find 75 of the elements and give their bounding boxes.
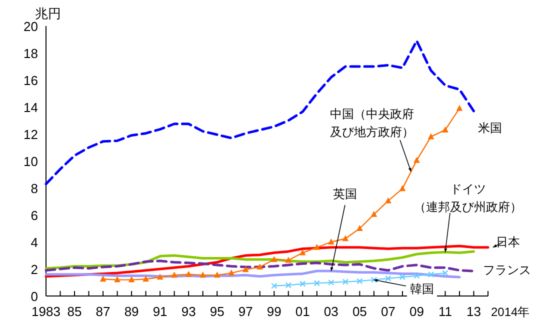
series-label: 韓国	[410, 282, 434, 296]
point	[328, 238, 334, 244]
x-tick-label: 09	[409, 304, 424, 319]
x-tick-label: 95	[210, 304, 224, 319]
x-tick-label: 11	[438, 304, 452, 319]
y-tick-label: 2	[30, 262, 38, 277]
point	[300, 280, 306, 287]
text: 英国	[333, 187, 357, 201]
y-tick-label: 14	[24, 100, 38, 115]
x-tick-label: 05	[352, 304, 367, 319]
y-tick-label: 0	[30, 289, 38, 304]
series-label: 米国	[478, 121, 502, 135]
point	[299, 249, 306, 256]
point	[399, 274, 406, 280]
point	[114, 276, 120, 282]
x-axis-title: 2014年	[491, 305, 530, 319]
point	[171, 272, 178, 278]
x-tick-label: 89	[124, 304, 139, 319]
x-tick-label: 01	[295, 304, 310, 319]
y-tick-label: 20	[24, 19, 38, 34]
point	[370, 210, 378, 217]
y-tick-label: 12	[24, 127, 38, 142]
point	[200, 272, 206, 278]
x-tick-label: 03	[324, 304, 338, 319]
y-tick-label: 10	[24, 154, 38, 169]
y-tick-label: 6	[30, 208, 38, 223]
point	[384, 197, 392, 204]
x-tick-label: 07	[380, 304, 396, 319]
y-tick-label: 18	[24, 46, 38, 61]
point	[414, 156, 420, 163]
point	[285, 282, 292, 288]
x-tick-label: 87	[96, 304, 110, 319]
point	[128, 276, 135, 282]
point	[185, 270, 192, 277]
point	[142, 276, 150, 282]
point	[456, 104, 463, 111]
point	[285, 256, 292, 263]
y-tick-label: 4	[30, 235, 38, 250]
point	[228, 270, 235, 276]
x-tick-label: 93	[181, 304, 196, 319]
point	[100, 276, 106, 282]
point	[314, 280, 320, 286]
point	[156, 274, 164, 280]
series-label: 中国（中央政府及び地方政府）	[330, 107, 414, 139]
x-tick-label: 85	[67, 304, 82, 319]
point	[328, 279, 334, 286]
point	[356, 225, 363, 231]
point	[256, 263, 264, 270]
point	[342, 235, 349, 242]
x-tick-label: 13	[466, 304, 481, 319]
point	[428, 133, 434, 140]
point	[428, 271, 434, 278]
point	[242, 266, 249, 272]
x-tick-label: 97	[238, 304, 253, 319]
point	[270, 256, 278, 262]
series-label: 日本	[496, 235, 520, 249]
text: ドイツ（連邦及び州政府）	[414, 182, 522, 214]
y-axis-title: 兆円	[35, 6, 61, 21]
series-label: フランス	[483, 263, 531, 277]
point	[370, 276, 378, 283]
x-tick-label: 99	[266, 304, 282, 319]
point	[271, 282, 278, 289]
point	[314, 244, 320, 250]
x-tick-label: 91	[152, 304, 168, 319]
y-tick-label: 8	[30, 181, 38, 196]
point	[442, 270, 448, 276]
point	[356, 278, 363, 284]
point	[214, 272, 220, 278]
y-tick-label: 16	[24, 73, 38, 88]
point	[414, 272, 420, 279]
point	[342, 278, 349, 285]
point	[399, 185, 406, 192]
point	[385, 275, 392, 282]
x-tick-label: 1983	[32, 304, 60, 319]
point	[442, 126, 448, 132]
